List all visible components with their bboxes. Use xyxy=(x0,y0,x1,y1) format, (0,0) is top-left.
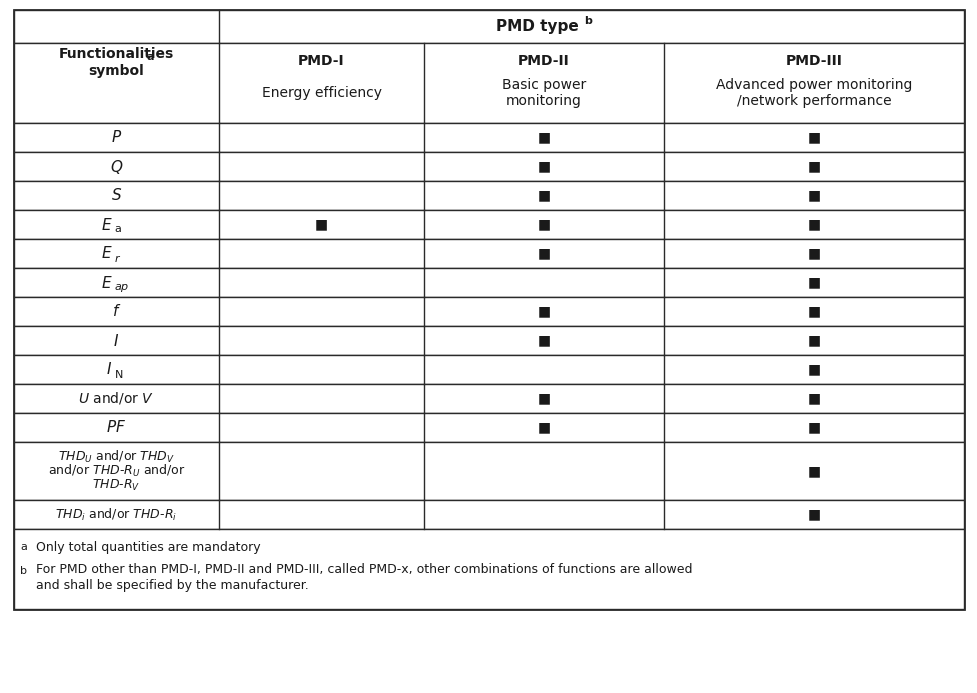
Text: and shall be specified by the manufacturer.: and shall be specified by the manufactur… xyxy=(36,579,309,593)
Bar xyxy=(14,10,963,43)
Text: For PMD other than PMD-I, PMD-II and PMD-III, called PMD-x, other combinations o: For PMD other than PMD-I, PMD-II and PMD… xyxy=(36,563,692,577)
Text: $E$: $E$ xyxy=(101,274,112,290)
Text: Basic power
monitoring: Basic power monitoring xyxy=(501,78,585,108)
Text: ■: ■ xyxy=(807,464,820,478)
Text: $U$ and/or $V$: $U$ and/or $V$ xyxy=(78,390,154,407)
Text: $I$: $I$ xyxy=(106,362,112,378)
Text: ■: ■ xyxy=(807,130,820,145)
Text: ■: ■ xyxy=(537,304,550,319)
Bar xyxy=(14,123,963,152)
Text: ■: ■ xyxy=(537,333,550,347)
Text: $PF$: $PF$ xyxy=(106,419,126,435)
Text: $ap$: $ap$ xyxy=(114,281,130,294)
Text: $E$: $E$ xyxy=(101,245,112,261)
Bar xyxy=(14,529,963,609)
Text: ■: ■ xyxy=(537,159,550,173)
Bar xyxy=(14,413,963,442)
Bar xyxy=(14,152,963,181)
Bar xyxy=(14,239,963,268)
Text: $P$: $P$ xyxy=(110,130,122,146)
Text: ■: ■ xyxy=(807,218,820,231)
Bar xyxy=(14,355,963,384)
Text: $THD$-$R_{V}$: $THD$-$R_{V}$ xyxy=(92,477,141,493)
Text: ■: ■ xyxy=(807,421,820,435)
Text: ■: ■ xyxy=(807,333,820,347)
Text: ■: ■ xyxy=(807,276,820,290)
Text: ■: ■ xyxy=(537,421,550,435)
Text: PMD-I: PMD-I xyxy=(298,54,345,68)
Text: Energy efficiency: Energy efficiency xyxy=(261,86,381,100)
Text: $E$: $E$ xyxy=(101,216,112,232)
Text: ■: ■ xyxy=(537,188,550,202)
Text: ■: ■ xyxy=(807,507,820,522)
Text: ■: ■ xyxy=(537,218,550,231)
Text: ■: ■ xyxy=(537,392,550,405)
Text: a: a xyxy=(114,225,121,234)
Text: a: a xyxy=(147,53,153,62)
Text: ■: ■ xyxy=(807,188,820,202)
Text: N: N xyxy=(114,369,123,380)
Text: b: b xyxy=(584,17,592,26)
Text: ■: ■ xyxy=(807,392,820,405)
Text: and/or $THD$-$R_{U}$ and/or: and/or $THD$-$R_{U}$ and/or xyxy=(48,463,185,479)
Bar xyxy=(14,297,963,326)
Text: $I$: $I$ xyxy=(113,333,119,349)
Text: a: a xyxy=(20,542,26,552)
Bar xyxy=(14,181,963,210)
Bar xyxy=(14,384,963,413)
Text: $S$: $S$ xyxy=(110,188,122,204)
Text: ■: ■ xyxy=(807,362,820,376)
Bar xyxy=(14,210,963,239)
Text: ■: ■ xyxy=(537,247,550,261)
Text: ■: ■ xyxy=(315,218,327,231)
Bar xyxy=(14,326,963,355)
Text: ■: ■ xyxy=(537,130,550,145)
Text: PMD-III: PMD-III xyxy=(785,54,841,68)
Text: Advanced power monitoring
/network performance: Advanced power monitoring /network perfo… xyxy=(715,78,912,108)
Text: $THD_{U}$ and/or $THD_{V}$: $THD_{U}$ and/or $THD_{V}$ xyxy=(58,449,175,465)
Text: $f$: $f$ xyxy=(111,304,121,319)
Text: ■: ■ xyxy=(807,159,820,173)
Text: $Q$: $Q$ xyxy=(109,157,123,175)
Bar xyxy=(14,43,963,123)
Bar xyxy=(14,500,963,529)
Bar xyxy=(14,268,963,297)
Text: ■: ■ xyxy=(807,304,820,319)
Text: PMD type: PMD type xyxy=(495,19,583,34)
Text: $THD_{i}$ and/or $THD$-$R_{i}$: $THD_{i}$ and/or $THD$-$R_{i}$ xyxy=(56,507,178,523)
Text: Functionalities
symbol: Functionalities symbol xyxy=(59,47,174,78)
Text: b: b xyxy=(20,566,27,576)
Text: $r$: $r$ xyxy=(114,253,121,264)
Text: ■: ■ xyxy=(807,247,820,261)
Text: Only total quantities are mandatory: Only total quantities are mandatory xyxy=(36,541,260,554)
Text: PMD-II: PMD-II xyxy=(518,54,570,68)
Bar xyxy=(14,10,963,609)
Bar xyxy=(14,442,963,500)
